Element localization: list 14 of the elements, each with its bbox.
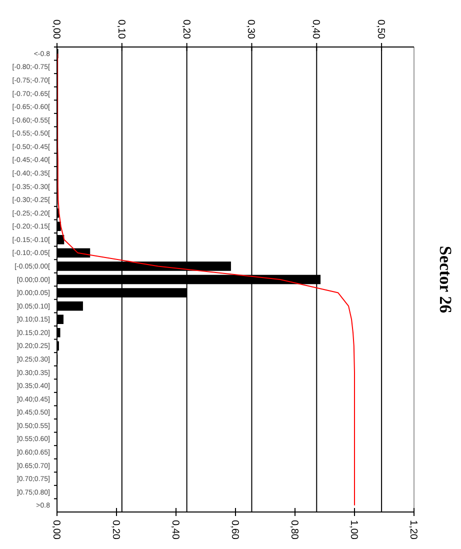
x2-tick-label: 0,40 — [310, 20, 322, 40]
x-tick-label: 0,80 — [288, 520, 300, 540]
x2-tick-label: 0,50 — [375, 20, 386, 40]
x2-tick-label: 0,30 — [245, 20, 256, 40]
text: Sector 26 — [436, 246, 455, 314]
x-tick-label: 0,00 — [50, 520, 62, 540]
x-tick-label: 1,20 — [408, 520, 418, 540]
x-tick-label: 0,20 — [110, 520, 121, 540]
x-tick-label: 0,40 — [170, 520, 180, 540]
x-tick-label: 1,00 — [348, 520, 359, 540]
x2-tick-label: 0,20 — [180, 20, 192, 40]
x2-tick-label: 0,00 — [50, 20, 62, 40]
x2-tick-label: 0,10 — [115, 20, 126, 40]
x-tick-label: 0,60 — [229, 520, 240, 540]
